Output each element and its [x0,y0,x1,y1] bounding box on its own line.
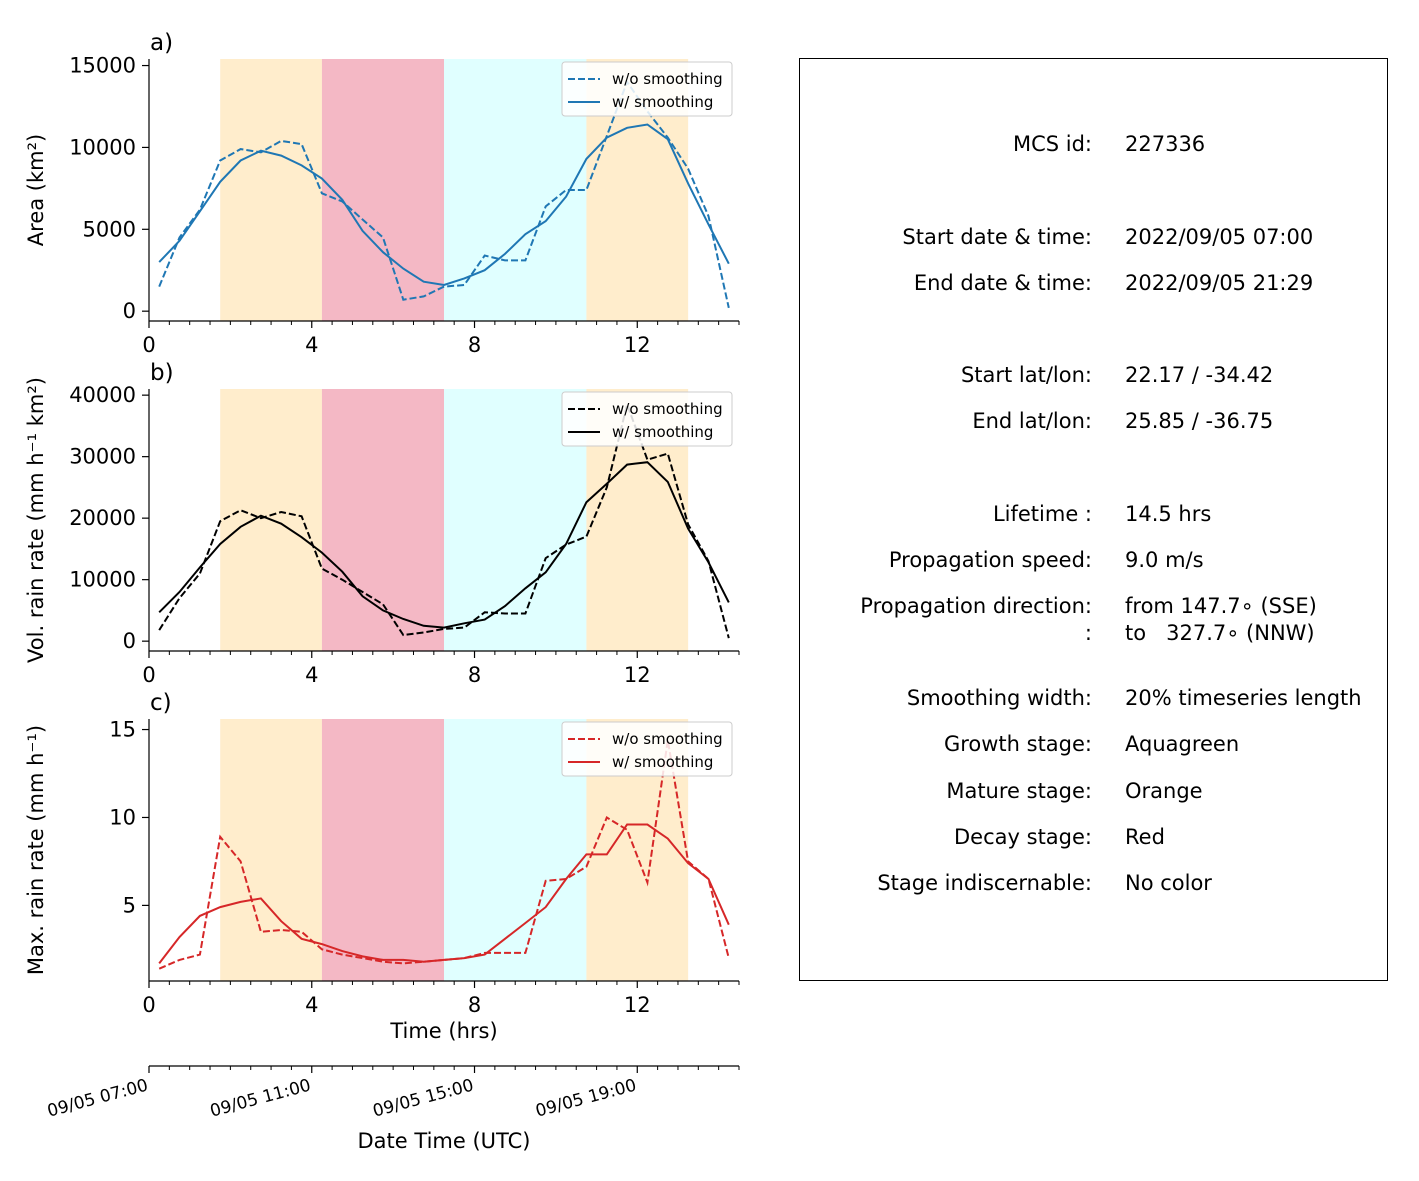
x-tick-label: 8 [468,333,481,357]
info-label: Propagation speed: [888,548,1092,572]
x-tick-label: 4 [305,993,318,1017]
legend: w/o smoothing w/ smoothing [561,61,733,117]
datetime-tick-label: 09/05 07:00 [45,1076,150,1122]
datetime-axis: 09/05 07:00 09/05 11:00 09/05 15:00 09/05 1… [45,1065,740,1153]
info-value: 22.17 / -34.42 [1125,363,1274,387]
info-value: to 327.7∘ (NNW) [1125,621,1315,645]
x-tick-label: 12 [624,333,651,357]
datetime-tick-label: 09/05 11:00 [208,1076,313,1122]
y-tick-label: 20000 [69,506,136,530]
stage-span-decay [321,389,444,651]
x-tick-label: 0 [142,333,155,357]
datetime-tick-label: 09/05 15:00 [371,1076,476,1122]
info-label: Stage indiscernable: [877,871,1092,895]
info-label: Mature stage: [946,779,1092,803]
stage-span-decay [321,719,444,981]
x-tick-label: 8 [468,993,481,1017]
info-value: No color [1125,871,1212,895]
info-value: 20% timeseries length [1125,686,1362,710]
series-line-smoothed [158,823,730,965]
x-tick-label: 4 [305,333,318,357]
info-box: MCS id: 227336 Start date & time: 2022/09/0… [799,58,1388,981]
info-label: Smoothing width: [906,686,1092,710]
y-tick-label: 10 [109,805,136,829]
info-value: Orange [1125,779,1203,803]
info-value: 2022/09/05 07:00 [1125,225,1314,249]
info-label: Start date & time: [902,225,1092,249]
x-tick-label: 8 [468,663,481,687]
info-value: 9.0 m/s [1125,548,1204,572]
y-axis-label: Area (km²) [24,134,48,246]
legend-entry: w/o smoothing [612,730,723,748]
y-tick-label: 15 [109,718,136,742]
y-axis-label: Vol. rain rate (mm h⁻¹ km²) [24,377,48,663]
x-tick-label: 12 [624,993,651,1017]
info-label: Growth stage: [943,732,1092,756]
info-value: Aquagreen [1125,732,1240,756]
info-label: End date & time: [913,271,1092,295]
legend-entry: w/ smoothing [612,423,713,441]
info-label: End lat/lon: [972,409,1092,433]
legend-entry: w/o smoothing [612,400,723,418]
panel-2: 0 4 8 12 0 10000 20000 30000 40000 b) Vol. rain ra… [24,360,740,687]
x-tick-label: 12 [624,663,651,687]
panel-3: 0 4 8 12 5 10 15 c) Max. rain rate (mm h⁻¹) Time … [24,690,740,1043]
stage-span-decay [321,59,444,321]
info-label: Decay stage: [954,825,1092,849]
y-tick-label: 10000 [69,568,136,592]
y-tick-label: 40000 [69,383,136,407]
legend: w/o smoothing w/ smoothing [561,391,733,447]
info-label: Lifetime : [992,502,1092,526]
panel-1: 0 4 8 12 0 5000 10000 15000 a) Area (km²) w/o smoo… [24,30,740,357]
info-value: 25.85 / -36.75 [1125,409,1274,433]
y-tick-label: 15000 [69,54,136,78]
legend-entry: w/ smoothing [612,753,713,771]
x-axis-label: Time (hrs) [389,1019,497,1043]
legend-entry: w/o smoothing [612,70,723,88]
info-label: : [1084,621,1092,645]
y-tick-label: 0 [123,629,136,653]
info-label: Start lat/lon: [960,363,1092,387]
x-tick-label: 0 [142,663,155,687]
x-tick-label: 0 [142,993,155,1017]
info-label: MCS id: [1012,132,1092,156]
info-value: Red [1125,825,1165,849]
series-line-raw [158,739,730,970]
y-tick-label: 30000 [69,445,136,469]
stage-span-mature [220,719,322,981]
info-label: Propagation direction: [860,594,1092,618]
datetime-tick-label: 09/05 19:00 [534,1076,639,1122]
y-axis-label: Max. rain rate (mm h⁻¹) [24,725,48,975]
y-tick-label: 5000 [83,217,136,241]
panel-label: a) [150,30,173,56]
info-value: from 147.7∘ (SSE) [1125,594,1317,618]
series-line-raw [158,400,730,639]
stage-span-mature [220,59,322,321]
y-tick-label: 0 [123,299,136,323]
datetime-axis-label: Date Time (UTC) [358,1129,531,1153]
x-tick-label: 4 [305,663,318,687]
y-tick-label: 10000 [69,135,136,159]
panel-label: b) [150,360,174,386]
info-value: 2022/09/05 21:29 [1125,271,1314,295]
info-value: 14.5 hrs [1125,502,1212,526]
panel-label: c) [150,690,172,716]
series-line-smoothed [158,461,730,629]
info-value: 227336 [1125,132,1206,156]
series-line-smoothed [158,123,730,287]
y-tick-label: 5 [123,893,136,917]
legend-entry: w/ smoothing [612,93,713,111]
legend: w/o smoothing w/ smoothing [561,721,733,777]
